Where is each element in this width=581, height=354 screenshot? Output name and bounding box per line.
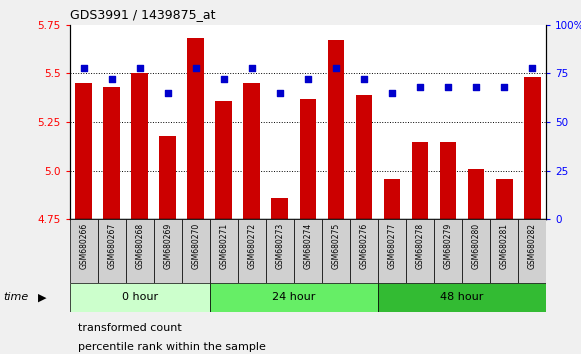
Bar (356, 95, 372, 219)
Point (248, 65, 257, 70)
Point (219, 76, 228, 82)
Point (471, 84, 480, 90)
Bar (411, 142, 428, 219)
Bar (125, 219, 154, 283)
Text: GSM680275: GSM680275 (331, 223, 340, 269)
Bar (216, 101, 232, 219)
Text: GSM680273: GSM680273 (275, 223, 285, 269)
Text: transformed count: transformed count (78, 323, 182, 333)
Point (275, 90, 285, 96)
Point (303, 76, 313, 82)
Point (528, 65, 537, 70)
Text: GDS3991 / 1439875_at: GDS3991 / 1439875_at (70, 8, 215, 21)
Bar (440, 142, 457, 219)
Text: GSM680274: GSM680274 (303, 223, 313, 269)
Bar (70, 219, 98, 283)
Point (415, 84, 425, 90)
Point (388, 90, 397, 96)
Text: ▶: ▶ (38, 292, 46, 302)
Bar (294, 219, 322, 283)
Text: GSM680281: GSM680281 (500, 223, 508, 269)
Bar (496, 179, 512, 219)
Text: GSM680269: GSM680269 (163, 223, 173, 269)
Text: GSM680277: GSM680277 (388, 223, 396, 269)
Bar (210, 283, 378, 312)
Bar (523, 77, 540, 219)
Text: GSM680266: GSM680266 (79, 223, 88, 269)
Bar (98, 219, 125, 283)
Text: 24 hour: 24 hour (272, 292, 315, 302)
Point (135, 65, 145, 70)
Text: GSM680267: GSM680267 (107, 223, 116, 269)
Bar (103, 87, 120, 219)
Text: GSM680268: GSM680268 (135, 223, 144, 269)
Bar (182, 219, 210, 283)
Text: 0 hour: 0 hour (121, 292, 158, 302)
Text: GSM680282: GSM680282 (528, 223, 537, 269)
Bar (154, 219, 182, 283)
Bar (131, 74, 148, 219)
Bar (238, 219, 266, 283)
Text: GSM680278: GSM680278 (415, 223, 425, 269)
Text: GSM680271: GSM680271 (220, 223, 228, 269)
Bar (328, 40, 345, 219)
Bar (159, 136, 176, 219)
Bar (266, 219, 294, 283)
Bar (490, 219, 518, 283)
Bar (462, 219, 490, 283)
Text: GSM680279: GSM680279 (443, 223, 453, 269)
Bar (378, 219, 406, 283)
Point (500, 84, 509, 90)
Text: GSM680272: GSM680272 (248, 223, 256, 269)
Text: GSM680270: GSM680270 (191, 223, 200, 269)
Bar (434, 219, 462, 283)
Point (359, 76, 368, 82)
Bar (70, 283, 210, 312)
Bar (468, 169, 485, 219)
Bar (378, 283, 546, 312)
Bar (322, 219, 350, 283)
Text: time: time (3, 292, 28, 302)
Text: GSM680276: GSM680276 (360, 223, 368, 269)
Bar (406, 219, 434, 283)
Text: percentile rank within the sample: percentile rank within the sample (78, 342, 266, 352)
Bar (188, 39, 205, 219)
Text: GSM680280: GSM680280 (472, 223, 480, 269)
Point (107, 76, 116, 82)
Bar (383, 179, 400, 219)
Bar (271, 198, 288, 219)
Bar (210, 219, 238, 283)
Point (331, 65, 340, 70)
Point (79, 65, 88, 70)
Bar (243, 83, 260, 219)
Point (443, 84, 453, 90)
Bar (350, 219, 378, 283)
Text: 48 hour: 48 hour (440, 292, 484, 302)
Bar (518, 219, 546, 283)
Bar (76, 83, 92, 219)
Bar (300, 99, 316, 219)
Point (163, 90, 173, 96)
Point (191, 65, 200, 70)
